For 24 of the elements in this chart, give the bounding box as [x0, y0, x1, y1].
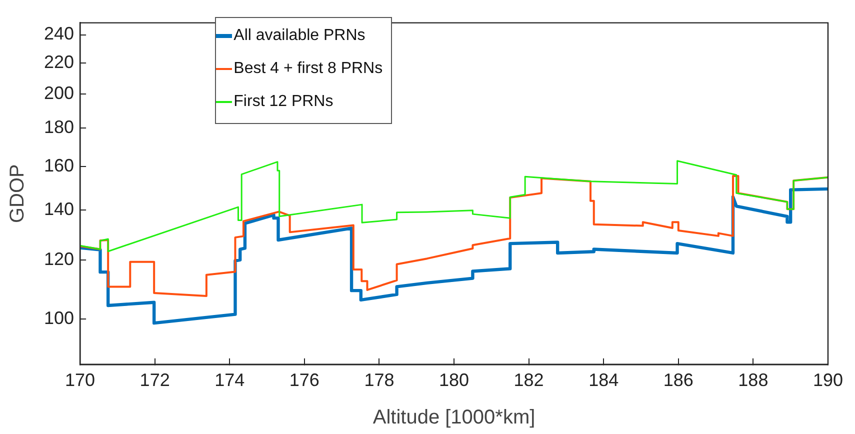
x-tick-label: 190: [812, 370, 844, 390]
x-axis-title: Altitude [1000*km]: [372, 406, 536, 429]
x-tick-label: 172: [140, 370, 170, 390]
x-tick-label: 180: [438, 370, 470, 390]
x-tick-label: 186: [663, 370, 694, 390]
y-axis-title: GDOP: [6, 164, 29, 224]
x-tick-label: 170: [65, 370, 96, 390]
y-tick-label: 200: [44, 82, 74, 103]
x-tick-label: 182: [514, 370, 544, 390]
x-tick-label: 174: [214, 370, 245, 390]
y-tick-label: 220: [44, 52, 74, 72]
x-tick-label: 176: [289, 370, 320, 390]
x-tick-label: 178: [364, 370, 394, 390]
y-tick-label: 160: [44, 155, 74, 176]
legend-label: Best 4 + first 8 PRNs: [234, 60, 383, 78]
y-tick-label: 120: [44, 248, 74, 269]
y-tick-label: 180: [44, 117, 74, 138]
x-tick-label: 184: [588, 370, 619, 390]
y-tick-label: 140: [44, 198, 74, 219]
legend-label: All available PRNs: [234, 27, 366, 46]
y-tick-label: 100: [44, 308, 74, 328]
y-tick-label: 240: [44, 24, 74, 44]
x-tick-label: 188: [738, 370, 768, 390]
legend-label: First 12 PRNs: [234, 93, 334, 112]
